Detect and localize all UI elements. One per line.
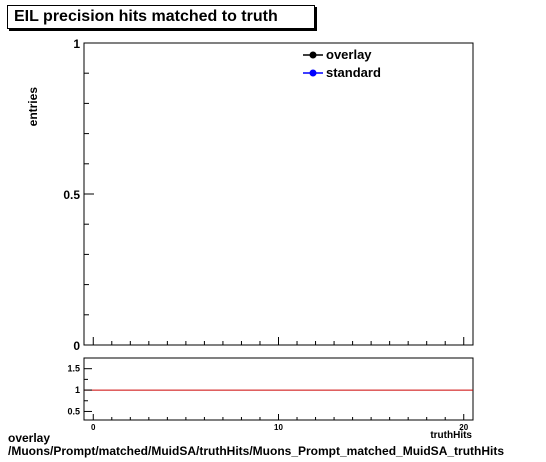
main-x-ticks [92, 337, 465, 345]
chart-title: EIL precision hits matched to truth [14, 8, 278, 25]
legend-standard-label: standard [326, 65, 381, 80]
ratio-y-tick-label: 0.5 [67, 406, 80, 416]
chart-title-box: EIL precision hits matched to truth [7, 5, 315, 29]
main-y-tick-label: 1 [73, 37, 80, 51]
main-y-ticks: 00.51 [63, 37, 94, 353]
ratio-y-tick-label: 1 [75, 385, 80, 395]
histogram-path-footer: overlay /Muons/Prompt/matched/MuidSA/tru… [8, 432, 504, 458]
ratio-plot-frame [83, 357, 474, 421]
main-plot-frame [83, 42, 474, 346]
legend-overlay-label: overlay [326, 47, 372, 62]
x-axis-label: truthHits [430, 430, 472, 441]
legend-standard-marker [309, 69, 317, 77]
legend: overlay standard [303, 47, 381, 80]
footer-line-2: /Muons/Prompt/matched/MuidSA/truthHits/M… [8, 444, 505, 458]
ratio-x-tick-label: 20 [459, 423, 468, 432]
ratio-y-tick-label: 1.5 [67, 364, 80, 374]
main-y-tick-label: 0 [73, 339, 80, 353]
footer-line-1: overlay [8, 431, 51, 445]
ratio-y-ticks: 0.5 1 1.5 [67, 364, 92, 416]
ratio-x-ticks: 0 10 20 [91, 414, 469, 432]
y-axis-label: entries [26, 87, 40, 127]
main-y-tick-label: 0.5 [63, 188, 80, 202]
ratio-x-tick-label: 10 [274, 423, 283, 432]
legend-overlay-marker [309, 51, 317, 59]
ratio-x-tick-label: 0 [91, 423, 96, 432]
